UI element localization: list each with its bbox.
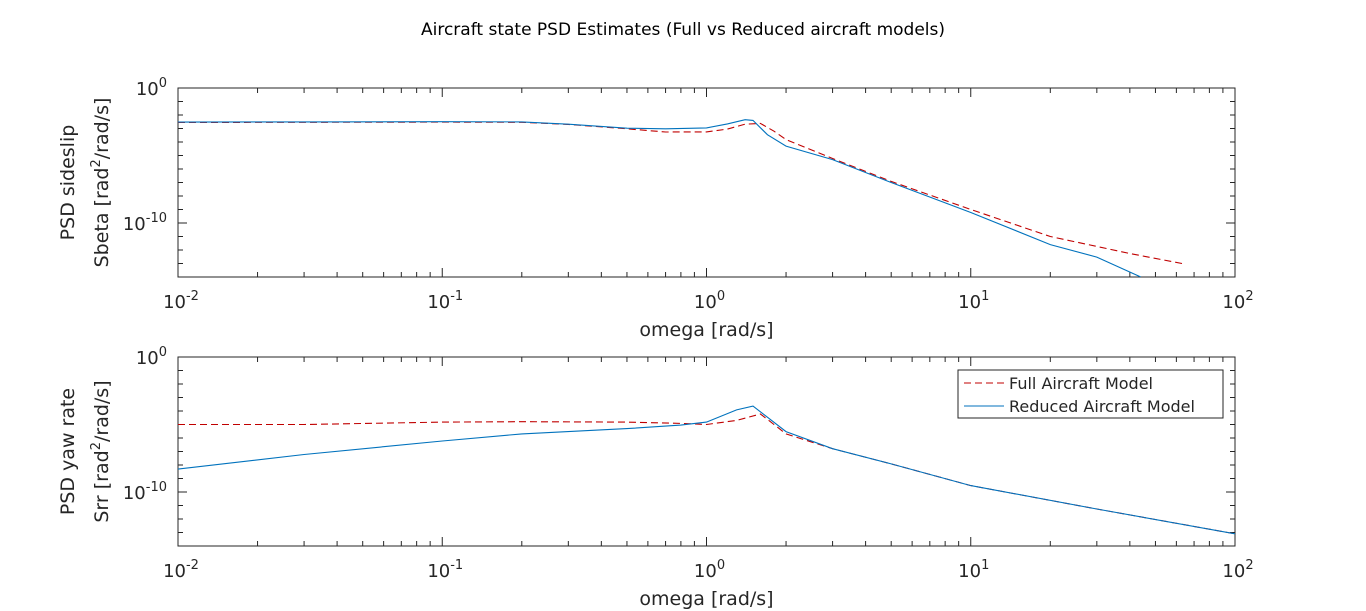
x-tick-label: 101 (958, 558, 989, 582)
x-axis-label: omega [rad/s] (639, 319, 773, 341)
y-tick-label: 100 (136, 345, 167, 369)
x-tick-label: 102 (1222, 558, 1253, 582)
legend-label: Reduced Aircraft Model (1009, 397, 1195, 416)
y-axis-label: Sbeta [rad2/rad/s] (89, 98, 113, 268)
x-tick-label: 100 (694, 289, 725, 313)
y-tick-label: 10-10 (123, 211, 167, 235)
x-tick-label: 101 (958, 289, 989, 313)
x-tick-label: 10-1 (427, 289, 463, 313)
series-line-reduced-aircraft-model (178, 119, 1142, 277)
figure-title: Aircraft state PSD Estimates (Full vs Re… (420, 20, 946, 40)
x-tick-label: 102 (1222, 289, 1253, 313)
x-axis-label: omega [rad/s] (639, 588, 773, 610)
legend-label: Full Aircraft Model (1009, 374, 1153, 393)
y-tick-label: 10-10 (123, 480, 167, 504)
y-tick-label: 100 (136, 76, 167, 100)
series-line-reduced-aircraft-model (178, 405, 1235, 535)
chart-panel-1: 10-2 10-1 100 101 102 10-10 100 omega [rad/s] PS… (57, 76, 1254, 341)
y-axis-label: Srr [rad2/rad/s] (89, 380, 113, 522)
x-tick-label: 100 (694, 558, 725, 582)
x-tick-label: 10-2 (163, 558, 199, 582)
x-tick-label: 10-1 (427, 558, 463, 582)
legend-box (957, 369, 1224, 419)
y-axis-label: PSD yaw rate (57, 388, 79, 515)
axes-box (177, 87, 1236, 278)
chart-panel-2: 10-2 10-1 100 101 102 10-10 100 omega [rad/s] PS… (57, 345, 1254, 610)
y-axis-label: PSD sideslip (57, 125, 79, 241)
x-tick-label: 10-2 (163, 289, 199, 313)
